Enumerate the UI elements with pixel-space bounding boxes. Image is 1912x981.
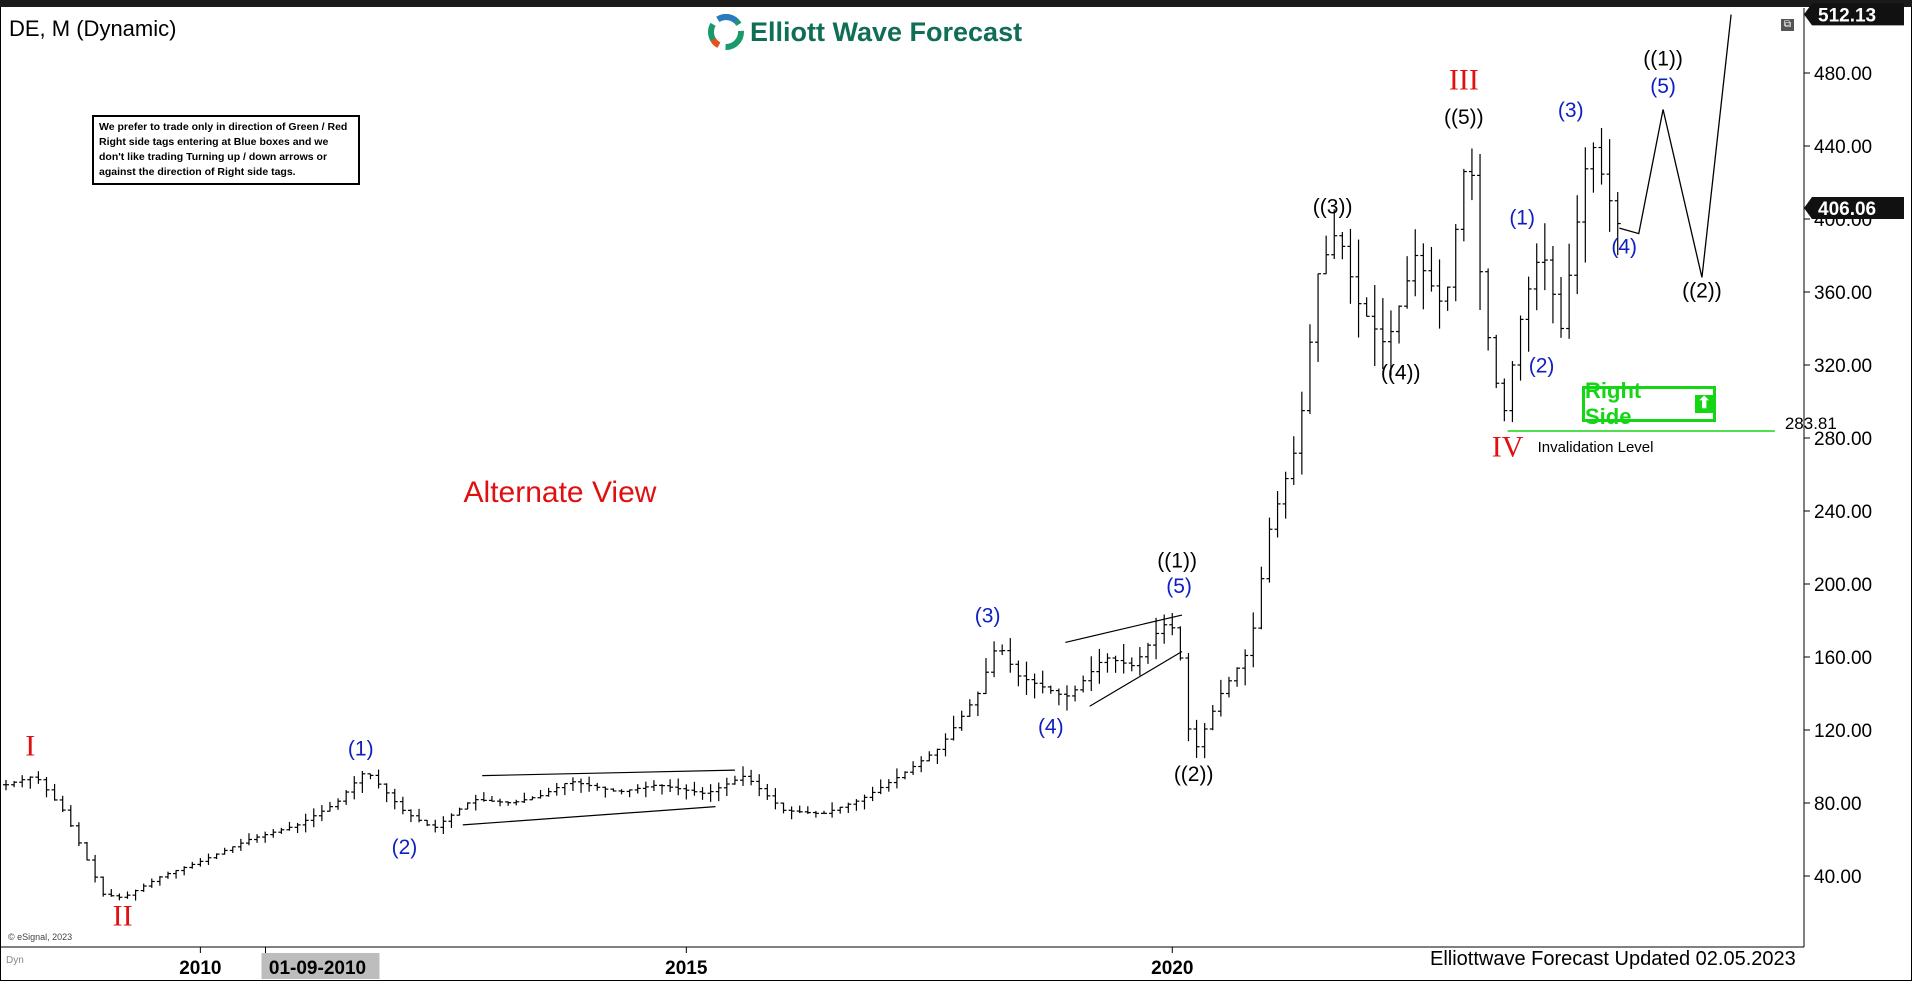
x-tick-label: 01-09-2010: [269, 958, 366, 979]
wave-label: ((2)): [1682, 279, 1722, 302]
wave-label: (1): [1509, 206, 1535, 229]
wave-label: III: [1449, 63, 1479, 96]
wave-label: ((5)): [1444, 106, 1484, 129]
up-arrow-icon: ⬆: [1695, 395, 1713, 413]
wave-label: (2): [1529, 354, 1555, 377]
x-tick-label: 2020: [1151, 958, 1193, 979]
trendline: [1065, 614, 1183, 643]
y-tick-label: 120.00: [1814, 721, 1872, 742]
trend-lines: 283.81 Invalidation Level: [462, 14, 1837, 826]
wave-label: I: [25, 730, 35, 763]
price-tag-label: 512.13: [1818, 5, 1876, 26]
wave-label: (2): [392, 836, 418, 859]
y-tick-label: 200.00: [1814, 575, 1872, 596]
price-tag: [1804, 196, 1904, 219]
y-tick-label: 80.00: [1814, 794, 1862, 815]
wave-label: II: [113, 899, 133, 932]
wave-label: (4): [1611, 236, 1637, 259]
wave-label: (3): [975, 604, 1001, 627]
chart-title: Alternate View: [464, 476, 657, 509]
y-tick-label: 360.00: [1814, 283, 1872, 304]
right-side-label: Right Side: [1585, 378, 1642, 429]
trendline: [482, 769, 735, 777]
trendline: [462, 806, 716, 826]
wave-label: ((1)): [1643, 48, 1683, 71]
symbol-label: DE, M (Dynamic): [9, 16, 177, 41]
wave-label: ((1)): [1157, 550, 1197, 573]
wave-label: IV: [1492, 430, 1524, 463]
y-tick-label: 160.00: [1814, 648, 1872, 669]
x-tick-label: 2015: [665, 958, 708, 979]
y-tick-label: 240.00: [1814, 502, 1872, 523]
top-bar: [0, 0, 1912, 7]
logo-text: Elliott Wave Forecast: [750, 16, 1023, 47]
price-bars: [3, 128, 1621, 901]
wave-label: (4): [1038, 716, 1064, 739]
y-tick-label: 480.00: [1814, 64, 1872, 85]
updated-footer: Elliottwave Forecast Updated 02.05.2023: [1430, 948, 1796, 970]
maximize-icon[interactable]: ⧉: [1781, 19, 1794, 31]
wave-label: ((4)): [1381, 362, 1421, 385]
dyn-label: Dyn: [6, 955, 24, 966]
invalidation-value: 283.81: [1785, 414, 1837, 433]
right-side-tag: Right Side ⬆: [1582, 378, 1716, 429]
wave-labels: III(1)(2)(3)(4)((1))(5)((2))((3))((4))II…: [25, 48, 1721, 933]
y-tick-label: 440.00: [1814, 137, 1872, 158]
axes: 40.00 80.00 120.00 160.00 200.00 240.00 280.00…: [0, 3, 1904, 979]
wave-label: (3): [1558, 99, 1584, 122]
wave-label: ((2)): [1174, 763, 1214, 786]
wave-label: (5): [1166, 575, 1192, 598]
x-tick-label: 2010: [179, 958, 221, 979]
y-tick-label: 40.00: [1814, 867, 1862, 888]
wave-label: ((3)): [1313, 196, 1353, 219]
projection-path: [1619, 14, 1732, 278]
invalidation-label: Invalidation Level: [1538, 439, 1654, 456]
price-tag: [1804, 3, 1904, 26]
wave-label: (5): [1650, 75, 1676, 98]
copyright: © eSignal, 2023: [8, 932, 73, 942]
logo-icon: [708, 14, 744, 50]
brand-logo: Elliott Wave Forecast: [708, 12, 1022, 52]
x-cursor-highlight: [261, 953, 380, 979]
wave-label: (1): [348, 738, 374, 761]
trendline: [1089, 651, 1183, 707]
y-tick-label: 280.00: [1814, 429, 1872, 450]
y-tick-label: 320.00: [1814, 356, 1872, 377]
trading-note: We prefer to trade only in direction of …: [92, 115, 360, 185]
price-tag-label: 406.06: [1818, 199, 1876, 220]
